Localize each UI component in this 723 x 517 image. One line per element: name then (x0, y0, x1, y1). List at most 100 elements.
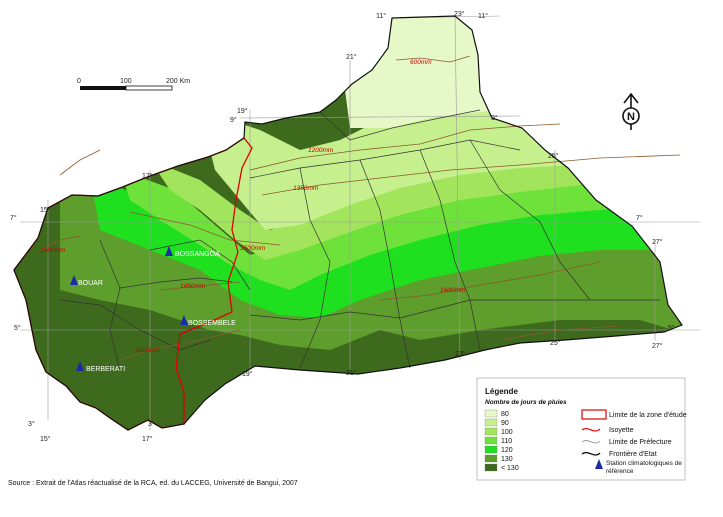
coord-label: 19° (242, 370, 253, 378)
coord-label: 5° (14, 324, 21, 332)
isohyet-label: 1600mm (440, 287, 466, 294)
legend-class-label: 80 (501, 411, 509, 418)
legend-swatch (484, 445, 498, 454)
station-label: BERBERATI (86, 366, 125, 373)
isohyets (39, 55, 681, 361)
north-letter: N (627, 111, 635, 123)
coord-label: 7° (10, 214, 17, 222)
zone-80 (340, 16, 682, 128)
zone-110 (120, 170, 682, 290)
coord-label: 15° (40, 435, 51, 443)
legend-symbol-label: Station climatologiques de référence (606, 460, 682, 475)
legend-class-label: 110 (501, 438, 512, 445)
coord-label: 25° (550, 339, 561, 347)
coord-label: 23° (454, 10, 465, 18)
legend-box (476, 377, 686, 481)
legend-subtitle: Nombre de jours de pluies (485, 399, 567, 406)
prefecture-limits (59, 109, 660, 371)
coord-label: 27° (652, 238, 663, 246)
station-icon (180, 315, 188, 325)
station-bossangoa[interactable]: BOSSANGOA (165, 246, 220, 258)
legend-class-130: 130 (484, 454, 513, 463)
coord-label: 3° (148, 420, 155, 428)
legend-class-110: 110 (484, 436, 512, 445)
coordinate-labels: 11° 23° 11° 21° 19° 9° 9° 25° 17° 7° 15°… (10, 10, 675, 443)
legend-symbol-line (581, 440, 601, 444)
isohyet-label: 1350mm (293, 185, 319, 192)
legend-swatch (484, 427, 498, 436)
legend-symbol-label: Frontière d'Etat (609, 451, 657, 458)
isohyet-labels: 600mm 1200mm 1350mm 1500mm 1450mm 1600mm… (40, 59, 466, 354)
scale-label: 0 (77, 78, 81, 85)
legend-class-label: 130 (501, 456, 513, 463)
legend-swatch (484, 463, 498, 472)
coord-label: 5° (668, 324, 675, 332)
coord-label: 17° (142, 172, 153, 180)
station-berberati[interactable]: BERBERATI (76, 361, 125, 373)
legend-symbol-line (581, 451, 601, 456)
coord-label: 11° (376, 12, 386, 20)
legend-class-lt130: < 130 (484, 463, 519, 472)
legend-class-80: 80 (484, 409, 509, 418)
coord-label: 21° (346, 369, 357, 377)
legend-symbol-label: Limite de Préfecture (609, 439, 672, 446)
coord-label: 23° (455, 350, 466, 358)
coord-label: 15° (40, 206, 51, 214)
legend-class-100: 100 (484, 427, 513, 436)
legend-symbol-study-limit: Limite de la zone d'étude (581, 409, 687, 420)
legend-symbol-isohyet: Isoyette (581, 427, 634, 434)
coord-label: 25° (548, 152, 559, 160)
station-bouar[interactable]: BOUAR (70, 275, 103, 287)
legend-class-label: 100 (501, 429, 513, 436)
coord-label: 21° (346, 53, 357, 61)
coord-label: 9° (230, 116, 237, 124)
legend-swatch (484, 436, 498, 445)
legend-symbol-prefecture: Limite de Préfecture (581, 439, 672, 446)
isohyet-label: 1200mm (308, 147, 334, 154)
legend-symbol-text-wrap: Station climatologiques de référence (606, 460, 682, 475)
station-bossembele[interactable]: BOSSEMBELE (180, 315, 236, 327)
coord-label: 11° (478, 12, 488, 20)
north-arrow-icon: N (622, 92, 640, 130)
legend-swatch (484, 418, 498, 427)
scale-bar-segment (80, 86, 126, 90)
source-note: Source : Extrait de l'Atlas réactualisé … (8, 480, 298, 487)
coord-label: 9° (491, 114, 498, 122)
legend-swatch (484, 409, 498, 418)
isohyet-label: 1450mm (180, 283, 206, 290)
coord-label: 27° (652, 342, 663, 350)
legend-symbol-state-border: Frontière d'Etat (581, 451, 657, 458)
scale-bar-segment (125, 85, 173, 91)
legend-symbol-label: Isoyette (609, 427, 634, 434)
station-icon (70, 275, 78, 285)
legend-class-label: < 130 (501, 465, 519, 472)
legend: Légende Nombre de jours de pluies 80 90 … (476, 377, 687, 481)
legend-class-120: 120 (484, 445, 513, 454)
legend-symbol-station: Station climatologiques de référence (595, 459, 682, 475)
legend-class-label: 90 (501, 420, 509, 427)
station-icon (165, 246, 173, 256)
isohyet-label: 1650mm (135, 347, 161, 354)
legend-class-label: 120 (501, 447, 513, 454)
coord-label: 19° (237, 107, 248, 115)
station-label: BOSSEMBELE (188, 320, 236, 327)
scale-label: 200 Km (166, 78, 190, 85)
legend-class-90: 90 (484, 418, 509, 427)
legend-swatch (484, 454, 498, 463)
coord-label: 3° (28, 420, 35, 428)
legend-symbol-line (581, 427, 601, 432)
legend-symbol-label: Limite de la zone d'étude (609, 412, 687, 419)
coord-label: 17° (142, 435, 153, 443)
station-label: BOSSANGOA (175, 251, 220, 258)
isohyet-label: 1500mm (40, 247, 66, 254)
scale-bar: 0 100 200 Km (77, 78, 190, 91)
scale-label: 100 (120, 78, 132, 85)
legend-title: Légende (485, 387, 518, 396)
station-icon (76, 361, 84, 371)
isohyet-label: 600mm (410, 59, 432, 66)
station-icon (595, 459, 603, 469)
isohyet-label: 1500mm (240, 245, 266, 252)
coord-label: 7° (636, 214, 643, 222)
